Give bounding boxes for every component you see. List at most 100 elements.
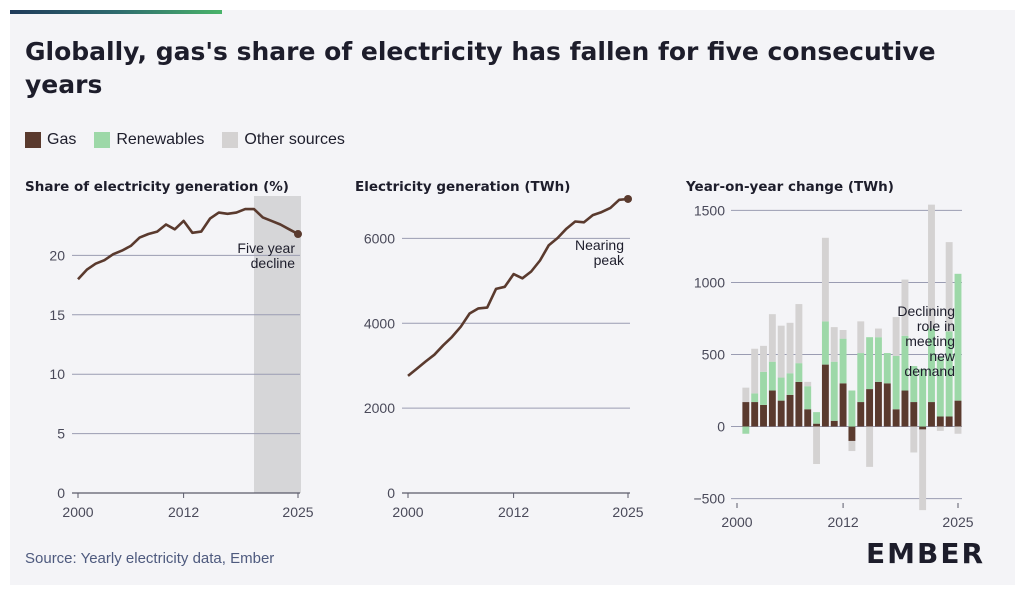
ember-logo: EMBER	[866, 537, 986, 570]
yoy-change-bar-gas	[901, 390, 909, 427]
yoy-change-bar-other-sources	[813, 426, 821, 465]
legend-item-other-sources: Other sources	[222, 131, 345, 149]
yoy-change-bar-gas	[945, 416, 953, 427]
legend-item-renewables: Renewables	[94, 131, 204, 149]
legend-label-renewables: Renewables	[116, 131, 205, 148]
yoy-change-bar-other-sources	[760, 345, 767, 372]
yoy-change-x-tick-label: 2000	[721, 514, 752, 530]
generation-x-tick-label: 2025	[612, 504, 643, 520]
yoy-change-bar-renewables	[945, 331, 953, 417]
generation-annotation: peak	[594, 252, 625, 268]
yoy-change-bar-other-sources	[874, 328, 882, 338]
gas-share-x-tick-label: 2012	[168, 504, 199, 520]
yoy-change-bar-gas	[839, 383, 847, 427]
yoy-change-bar-other-sources	[866, 426, 874, 467]
yoy-change-x-tick-label: 2012	[828, 514, 859, 530]
yoy-change-bar-renewables	[751, 393, 759, 403]
yoy-change-bar-gas	[760, 404, 767, 427]
yoy-change-bar-other-sources	[839, 330, 847, 339]
yoy-change-y-tick-label: 1000	[694, 274, 725, 290]
yoy-change-annotation: meeting	[905, 333, 955, 349]
yoy-change-bar-gas	[742, 402, 750, 427]
yoy-change-bar-other-sources	[804, 381, 812, 387]
yoy-change-bar-other-sources	[892, 317, 900, 356]
yoy-change-bar-renewables	[936, 357, 944, 417]
yoy-change-bar-gas	[874, 381, 882, 427]
yoy-change-annotation: new	[929, 348, 956, 364]
yoy-change-bar-renewables	[813, 412, 821, 424]
yoy-change-bar-renewables	[954, 273, 962, 401]
yoy-change-bar-renewables	[830, 361, 838, 421]
yoy-change-bar-gas	[813, 423, 821, 427]
gas-share-annotation: decline	[251, 255, 296, 271]
yoy-change-bar-other-sources	[910, 426, 918, 453]
yoy-change-bar-other-sources	[821, 237, 829, 322]
yoy-change-bar-other-sources	[742, 387, 750, 403]
gas-share-end-point	[294, 230, 302, 239]
generation-y-tick-label: 6000	[364, 230, 395, 246]
yoy-change-bar-gas	[804, 409, 812, 427]
yoy-change-bar-gas	[866, 389, 874, 427]
generation-end-point	[624, 194, 632, 203]
yoy-change-bar-other-sources	[830, 327, 838, 362]
generation-y-tick-label: 2000	[364, 400, 395, 416]
yoy-change-bar-other-sources	[945, 242, 953, 332]
yoy-change-bar-other-sources	[848, 440, 856, 452]
yoy-change-bar-other-sources	[901, 279, 909, 336]
source-note: Source: Yearly electricity data, Ember	[25, 550, 275, 567]
legend-label-other-sources: Other sources	[244, 131, 345, 148]
yoy-change-bar-renewables	[892, 355, 900, 410]
yoy-change-bar-renewables	[760, 371, 767, 405]
generation-y-tick-label: 4000	[364, 315, 395, 331]
yoy-change-bar-renewables	[874, 337, 882, 382]
yoy-change-bar-gas	[919, 426, 927, 430]
yoy-change-annotation: Declining	[897, 303, 955, 319]
yoy-change-bar-renewables	[742, 426, 750, 434]
yoy-change-bar-gas	[936, 416, 944, 427]
yoy-change-bar-renewables	[919, 368, 927, 427]
yoy-change-bar-renewables	[883, 353, 891, 384]
yoy-change-bar-gas	[830, 420, 838, 427]
chart-card	[10, 10, 1015, 585]
gas-share-x-tick-label: 2025	[282, 504, 313, 520]
generation-x-tick-label: 2012	[498, 504, 529, 520]
legend-label-gas: Gas	[47, 131, 77, 148]
generation-x-tick-label: 2000	[392, 504, 423, 520]
yoy-change-y-tick-label: −500	[693, 491, 725, 507]
yoy-change-bar-gas	[910, 402, 918, 427]
gas-share-y-tick-label: 5	[57, 426, 65, 442]
yoy-change-bar-gas	[795, 381, 803, 427]
yoy-change-bar-renewables	[804, 386, 812, 410]
yoy-change-bar-other-sources	[919, 429, 927, 511]
generation-series-line	[407, 197, 629, 377]
yoy-change-bar-other-sources	[768, 314, 776, 362]
yoy-change-bar-gas	[777, 400, 785, 427]
yoy-change-bar-gas	[857, 402, 865, 427]
gas-share-shaded-region	[254, 196, 301, 493]
yoy-change-bar-gas	[892, 409, 900, 427]
yoy-change-bar-other-sources	[777, 325, 785, 378]
yoy-change-bar-gas	[928, 402, 935, 427]
yoy-change-bar-renewables	[857, 353, 865, 403]
gas-share-annotation: Five year	[237, 240, 295, 256]
gas-share-title: Share of electricity generation (%)	[25, 179, 289, 195]
yoy-change-bar-other-sources	[751, 348, 759, 394]
gas-share-y-tick-label: 15	[49, 307, 65, 323]
yoy-change-bar-gas	[821, 364, 829, 427]
legend-swatch-renewables	[94, 132, 111, 148]
yoy-change-annotation: demand	[904, 363, 955, 379]
generation-title: Electricity generation (TWh)	[355, 179, 570, 195]
yoy-change-bar-gas	[751, 402, 759, 427]
generation-annotation: Nearing	[575, 237, 624, 253]
generation-y-tick-label: 0	[387, 485, 395, 501]
yoy-change-bar-gas	[883, 383, 891, 427]
yoy-change-bar-gas	[768, 390, 776, 427]
yoy-change-bar-other-sources	[954, 426, 962, 434]
yoy-change-bar-renewables	[786, 373, 794, 395]
yoy-change-bar-gas	[954, 400, 962, 427]
yoy-change-y-tick-label: 1500	[694, 202, 725, 218]
yoy-change-bar-other-sources	[795, 304, 803, 364]
yoy-change-bar-other-sources	[936, 426, 944, 431]
yoy-change-bar-gas	[848, 426, 856, 441]
